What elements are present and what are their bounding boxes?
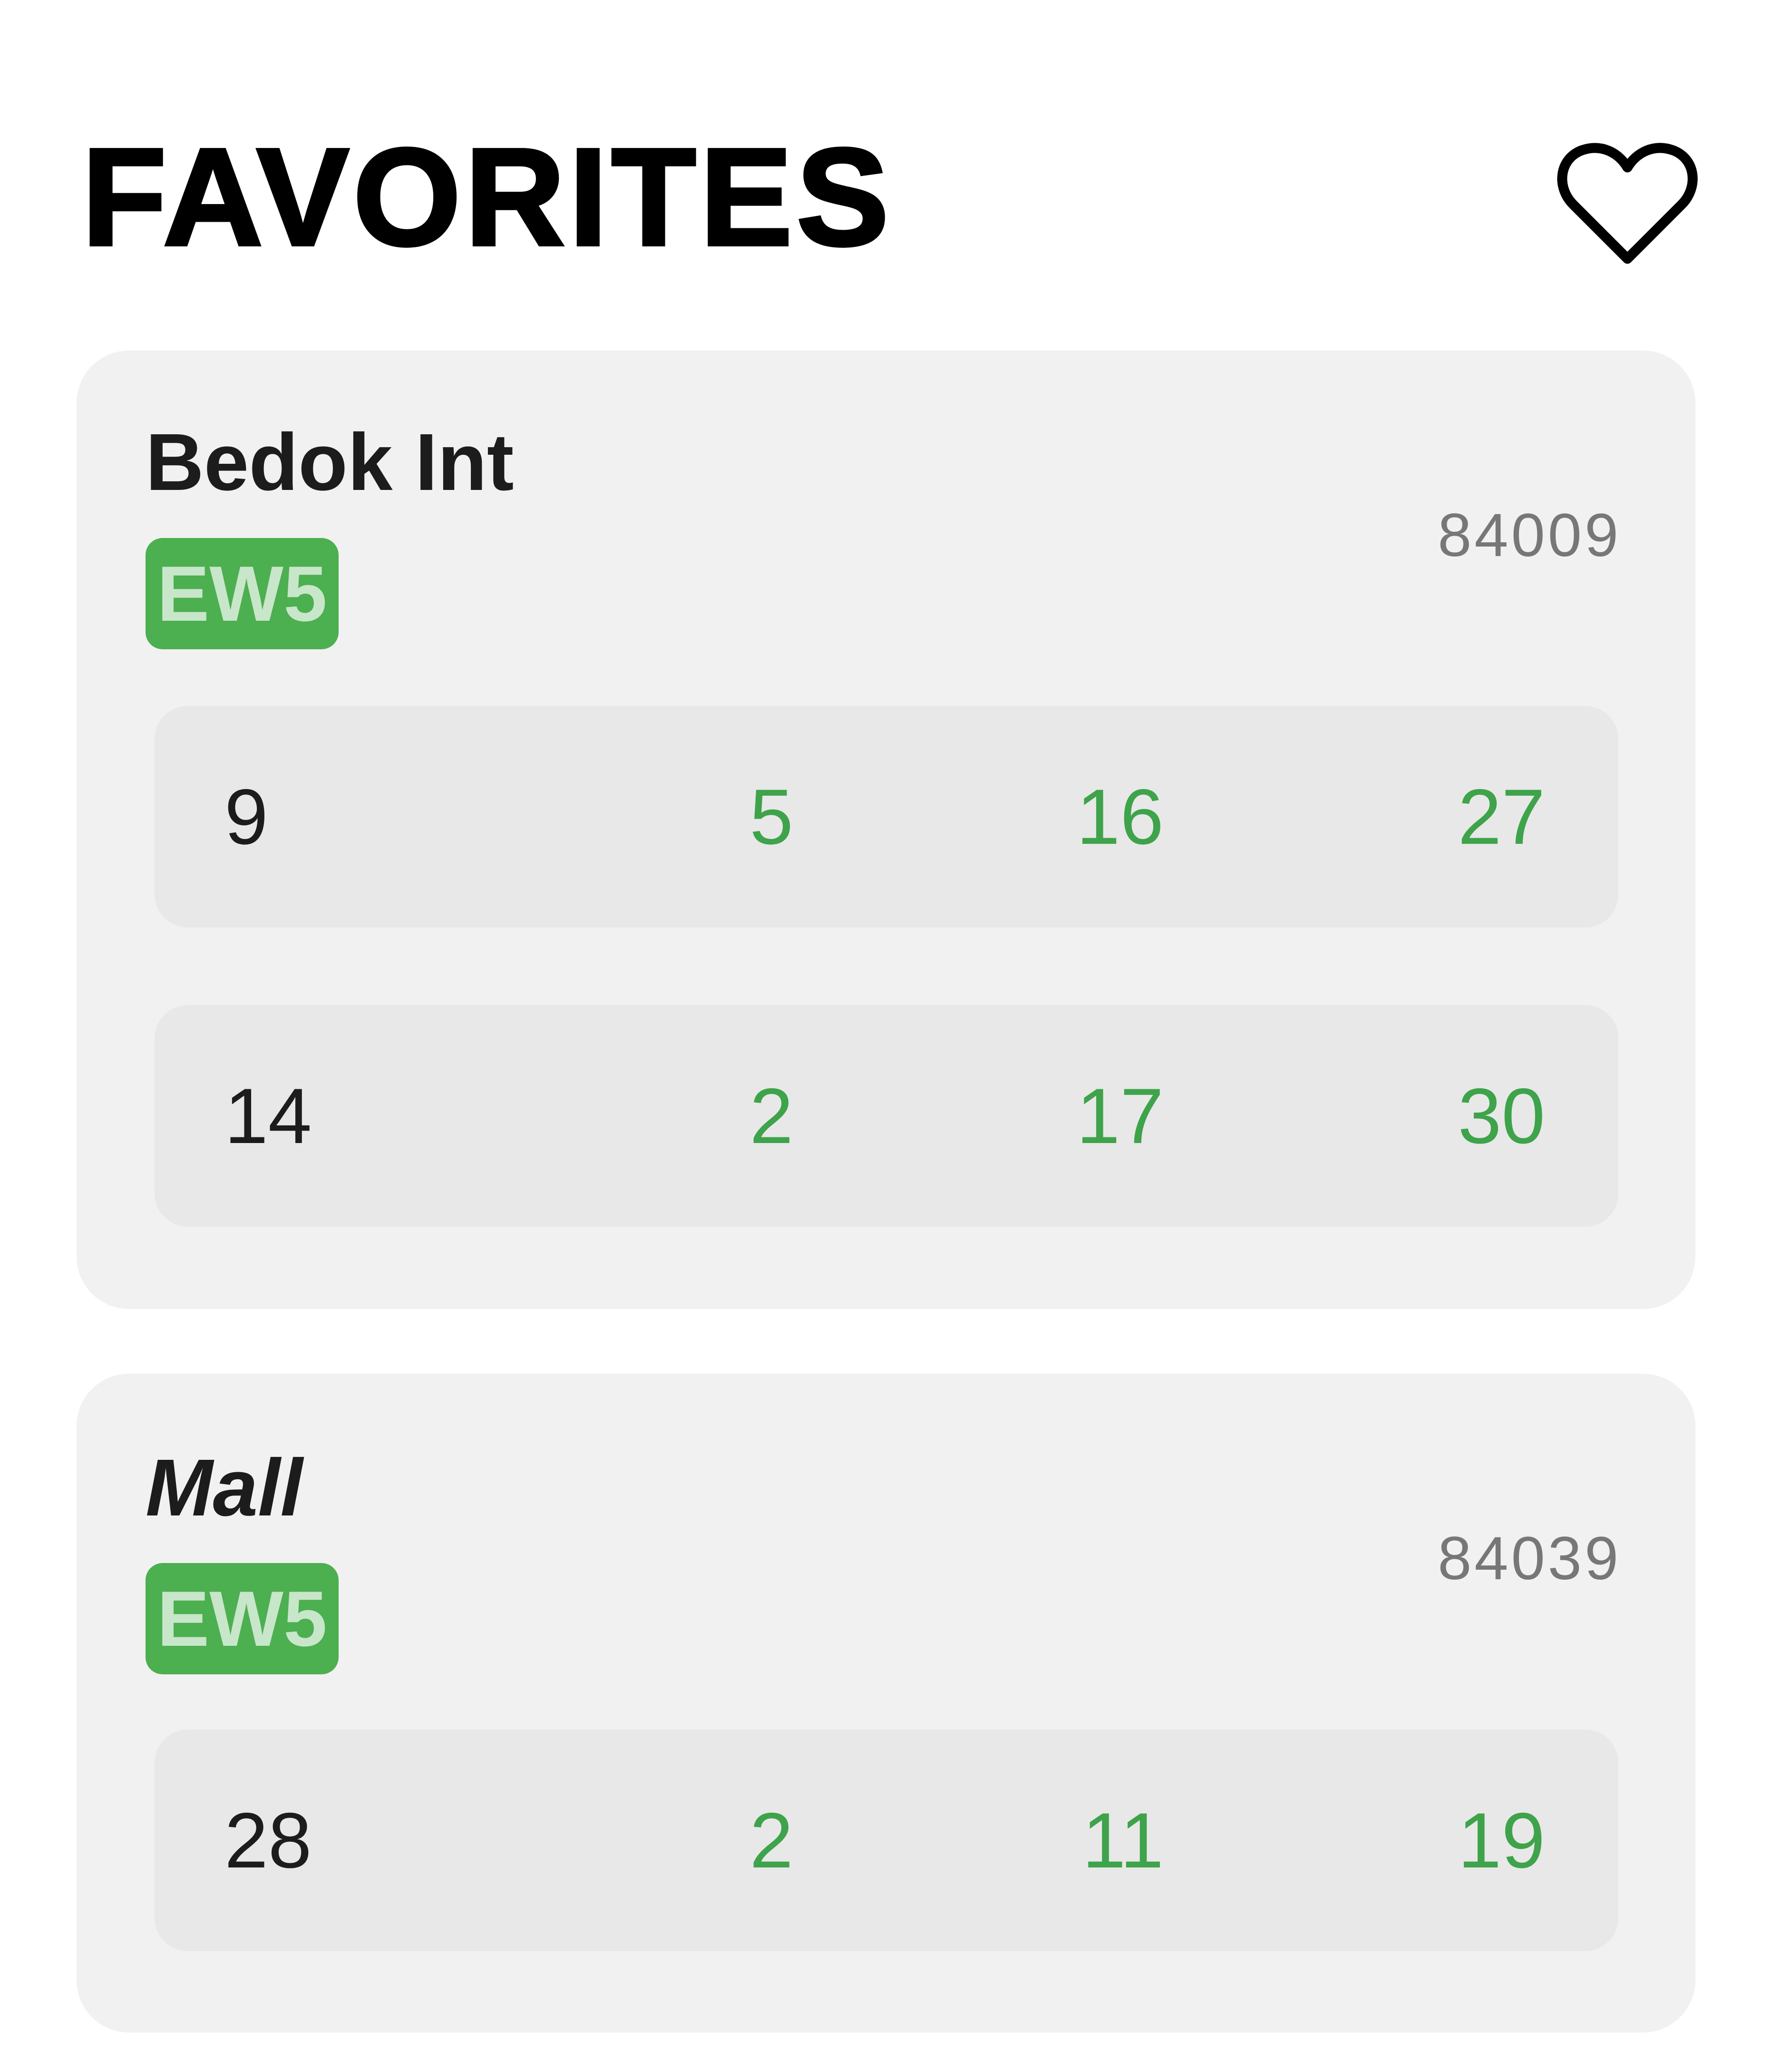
mrt-badge: EW5 [146, 538, 339, 649]
service-number: 14 [224, 1072, 312, 1160]
stop-card[interactable]: Mall EW5 84039 28 2 11 19 [77, 1374, 1695, 2033]
mrt-badge: EW5 [146, 1563, 339, 1674]
stop-name: Bedok Int [146, 417, 514, 508]
arrival-time: 2 [750, 1797, 793, 1884]
arrival-time: 2 [750, 1072, 793, 1160]
page-title: FAVORITES [80, 119, 893, 274]
arrival-time: 19 [1458, 1797, 1545, 1884]
service-row[interactable]: 28 2 11 19 [155, 1730, 1618, 1951]
service-row[interactable]: 9 5 16 27 [155, 706, 1618, 928]
arrival-time: 16 [1076, 773, 1164, 860]
arrival-time: 17 [1076, 1072, 1164, 1160]
favorites-heart-icon[interactable] [1556, 139, 1699, 267]
arrival-time: 5 [750, 773, 793, 860]
arrival-time: 27 [1458, 773, 1545, 860]
service-row[interactable]: 14 2 17 30 [155, 1005, 1618, 1227]
stop-code: 84009 [1438, 501, 1621, 569]
stop-card[interactable]: Bedok Int EW5 84009 9 5 16 27 14 2 17 30 [77, 351, 1695, 1309]
arrival-time: 30 [1458, 1072, 1545, 1160]
stop-code: 84039 [1438, 1525, 1621, 1593]
stop-name: Mall [146, 1443, 303, 1533]
service-number: 28 [224, 1797, 312, 1884]
arrival-time: 11 [1082, 1797, 1164, 1884]
service-number: 9 [224, 773, 268, 860]
